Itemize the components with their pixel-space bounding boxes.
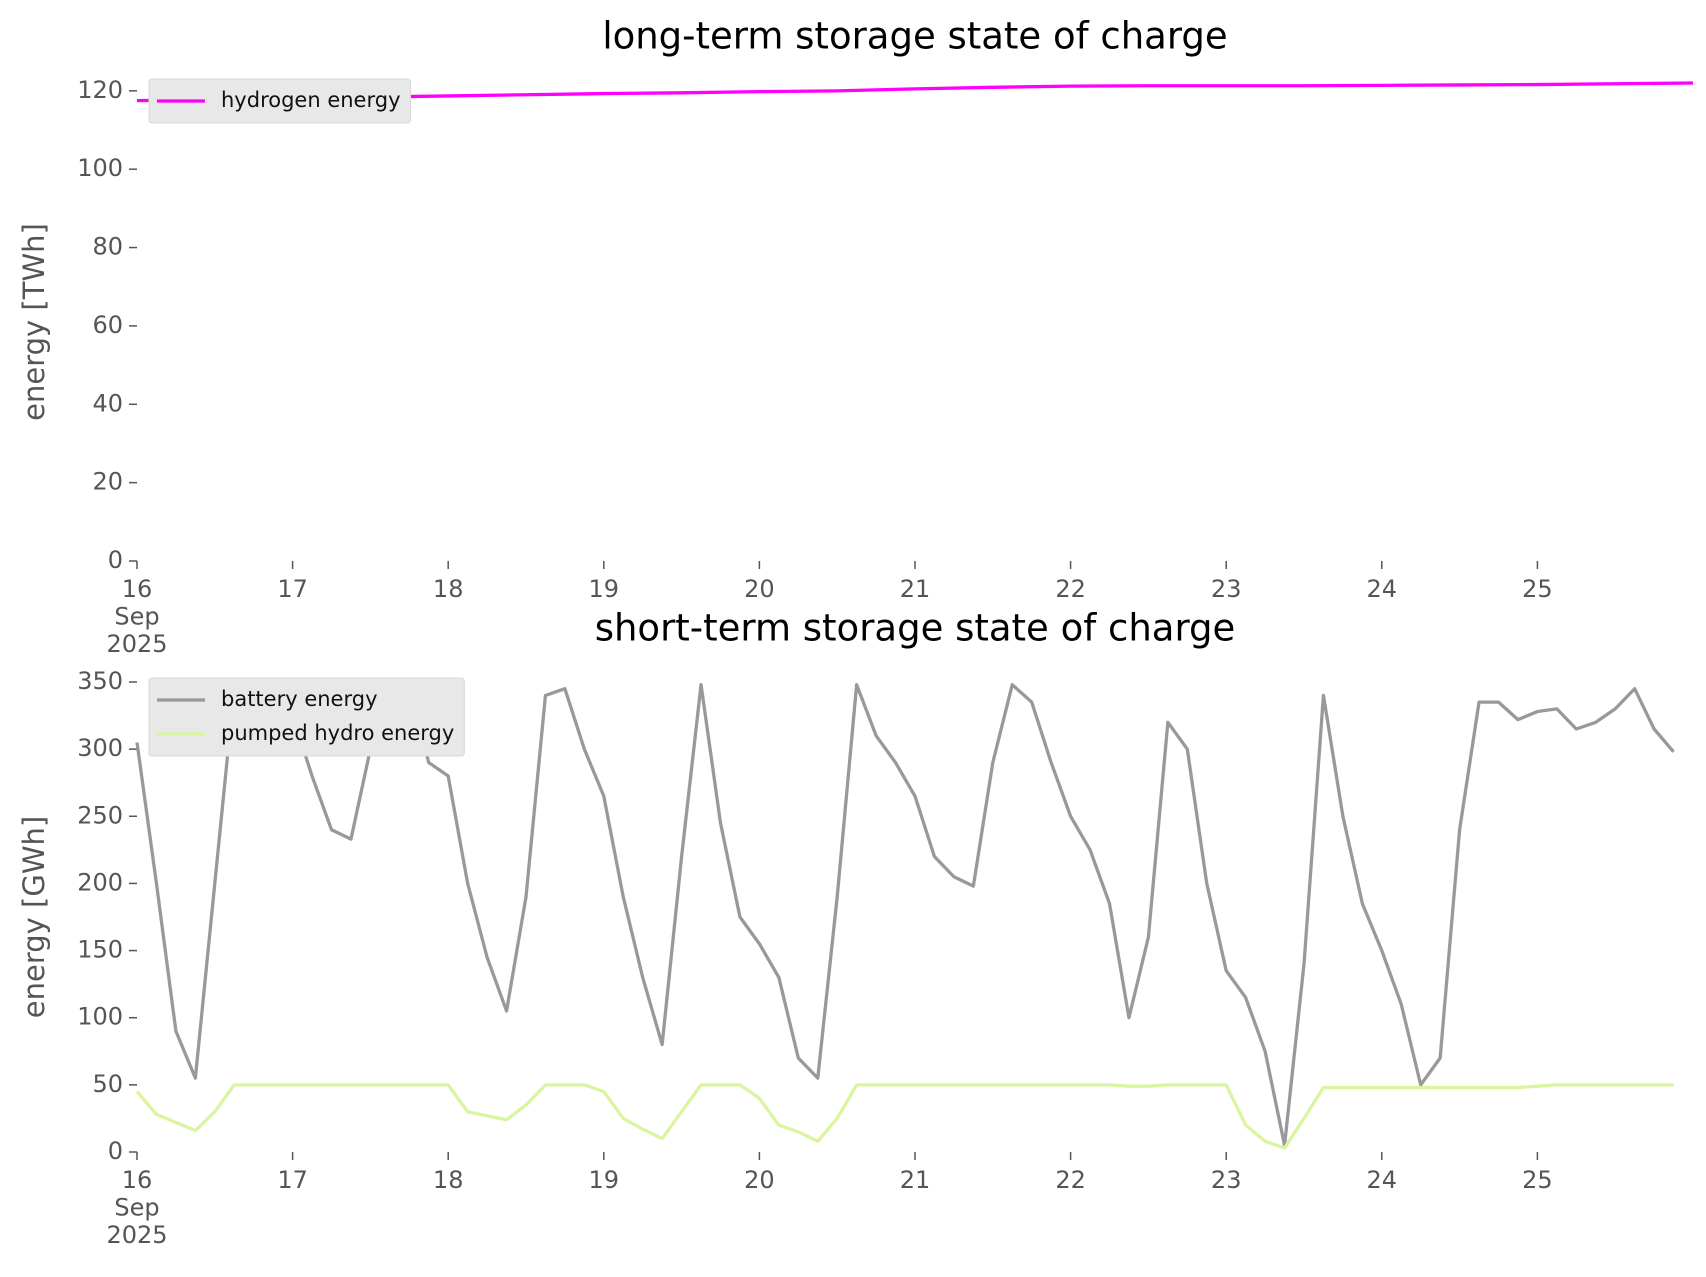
legend-label: pumped hydro energy xyxy=(221,721,454,745)
chart-title: long-term storage state of charge xyxy=(602,15,1227,58)
x-tick-label: 25 xyxy=(1522,1166,1553,1194)
y-tick-label: 0 xyxy=(108,546,123,574)
x-tick-label: 24 xyxy=(1367,575,1398,603)
x-tick-label: 20 xyxy=(744,575,775,603)
x-tick-label: 22 xyxy=(1055,1166,1086,1194)
y-tick-label: 100 xyxy=(77,154,123,182)
legend: battery energy pumped hydro energy xyxy=(148,677,465,757)
y-axis-label: energy [TWh] xyxy=(17,223,51,421)
legend: hydrogen energy xyxy=(148,78,411,124)
series-line xyxy=(135,1083,1674,1150)
x-tick-label: 18 xyxy=(433,1166,464,1194)
x-tick-label: 19 xyxy=(589,1166,620,1194)
x-tick-label: 20 xyxy=(744,1166,775,1194)
x-tick-label: 22 xyxy=(1055,575,1086,603)
x-tick-label: 24 xyxy=(1367,1166,1398,1194)
x-tick-label: 18 xyxy=(433,575,464,603)
y-tick-label: 150 xyxy=(77,936,123,964)
y-tick-label: 300 xyxy=(77,734,123,762)
x-tick-label: 17 xyxy=(277,1166,308,1194)
y-tick-label: 20 xyxy=(92,468,123,496)
x-tick-label: 17 xyxy=(277,575,308,603)
legend-label: hydrogen energy xyxy=(221,88,401,112)
y-tick-label: 350 xyxy=(77,667,123,695)
y-tick-label: 40 xyxy=(92,389,123,417)
x-tick-label: 16 Sep 2025 xyxy=(106,1166,167,1249)
legend-box xyxy=(148,78,411,124)
legend-box xyxy=(148,677,465,757)
x-tick-label: 21 xyxy=(900,1166,931,1194)
x-tick-label: 16 Sep 2025 xyxy=(106,575,167,658)
y-tick-label: 0 xyxy=(108,1137,123,1165)
legend-label: battery energy xyxy=(221,687,378,711)
x-tick-label: 19 xyxy=(589,575,620,603)
x-tick-label: 25 xyxy=(1522,575,1553,603)
y-tick-label: 60 xyxy=(92,311,123,339)
y-tick-label: 100 xyxy=(77,1003,123,1031)
y-tick-label: 50 xyxy=(92,1070,123,1098)
y-tick-label: 120 xyxy=(77,76,123,104)
y-tick-label: 80 xyxy=(92,233,123,261)
y-tick-label: 200 xyxy=(77,868,123,896)
x-tick-label: 23 xyxy=(1211,575,1242,603)
y-axis-label: energy [GWh] xyxy=(17,816,51,1018)
x-tick-label: 23 xyxy=(1211,1166,1242,1194)
chart-title: short-term storage state of charge xyxy=(595,607,1236,650)
x-tick-label: 21 xyxy=(900,575,931,603)
y-tick-label: 250 xyxy=(77,801,123,829)
